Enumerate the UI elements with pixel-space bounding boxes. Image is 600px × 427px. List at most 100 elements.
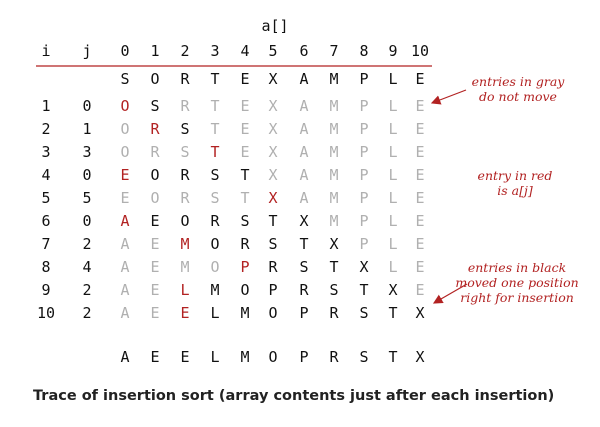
row-j: 1: [82, 120, 91, 138]
cell-gray: M: [329, 120, 338, 138]
cell-red: O: [120, 97, 129, 115]
header-index: 4: [240, 42, 249, 60]
cell-black: S: [268, 235, 277, 253]
cell-black: R: [268, 258, 278, 276]
header-j: j: [82, 42, 91, 60]
cell-red: L: [180, 281, 189, 299]
cell-gray: P: [359, 143, 368, 161]
header-index: 3: [210, 42, 219, 60]
row-i: 4: [41, 166, 50, 184]
annotation-black: moved one position: [455, 275, 578, 290]
final-cell: X: [415, 348, 424, 366]
cell-gray: A: [120, 258, 129, 276]
cell-gray: L: [388, 166, 397, 184]
cell-black: T: [359, 281, 368, 299]
cell-black: X: [388, 281, 397, 299]
cell-black: X: [359, 258, 368, 276]
row-i: 2: [41, 120, 50, 138]
annotation-red: entry in red: [478, 168, 553, 183]
annotation-black: right for insertion: [460, 290, 574, 305]
initial-cell: T: [210, 70, 219, 88]
initial-cell: R: [180, 70, 190, 88]
header-index: 1: [150, 42, 159, 60]
cell-gray: O: [210, 258, 219, 276]
row-i: 8: [41, 258, 50, 276]
cell-gray: X: [268, 143, 277, 161]
cell-gray: R: [150, 143, 160, 161]
cell-gray: R: [180, 189, 190, 207]
cell-gray: A: [299, 120, 308, 138]
cell-black: S: [180, 120, 189, 138]
cell-gray: E: [415, 166, 424, 184]
cell-gray: T: [240, 189, 249, 207]
cell-gray: M: [329, 189, 338, 207]
cell-gray: L: [388, 97, 397, 115]
arrow-black: [432, 283, 468, 304]
cell-black: P: [268, 281, 277, 299]
cell-red: A: [120, 212, 129, 230]
cell-black: O: [150, 166, 159, 184]
row-j: 5: [82, 189, 91, 207]
final-cell: A: [120, 348, 129, 366]
cell-gray: E: [240, 120, 249, 138]
final-cell: M: [240, 348, 249, 366]
cell-gray: E: [240, 143, 249, 161]
cell-gray: A: [120, 281, 129, 299]
row-j: 3: [82, 143, 91, 161]
cell-gray: P: [359, 166, 368, 184]
cell-gray: A: [299, 189, 308, 207]
cell-gray: P: [359, 235, 368, 253]
final-cell: R: [329, 348, 339, 366]
cell-gray: L: [388, 189, 397, 207]
cell-black: S: [150, 97, 159, 115]
cell-black: S: [210, 166, 219, 184]
header-index: 7: [329, 42, 338, 60]
cell-black: O: [268, 304, 277, 322]
cell-gray: M: [329, 166, 338, 184]
cell-gray: E: [415, 258, 424, 276]
final-cell: L: [210, 348, 219, 366]
annotation-gray: entries in gray: [472, 74, 566, 89]
cell-gray: A: [120, 304, 129, 322]
cell-gray: E: [150, 235, 159, 253]
cell-gray: X: [268, 166, 277, 184]
cell-black: O: [180, 212, 189, 230]
cell-black: M: [210, 281, 219, 299]
cell-black: O: [240, 281, 249, 299]
cell-black: T: [299, 235, 308, 253]
cell-gray: L: [388, 212, 397, 230]
row-i: 9: [41, 281, 50, 299]
final-cell: T: [388, 348, 397, 366]
cell-gray: P: [359, 97, 368, 115]
row-i: 1: [41, 97, 50, 115]
annotation-black: entries in black: [468, 260, 566, 275]
row-j: 4: [82, 258, 91, 276]
header-i: i: [41, 42, 50, 60]
cell-gray: M: [329, 212, 338, 230]
cell-gray: E: [415, 120, 424, 138]
cell-gray: E: [150, 281, 159, 299]
cell-gray: A: [299, 143, 308, 161]
row-i: 5: [41, 189, 50, 207]
cell-black: S: [299, 258, 308, 276]
array-label: a[]: [261, 17, 288, 35]
cell-black: T: [268, 212, 277, 230]
cell-black: S: [240, 212, 249, 230]
header-index: 9: [388, 42, 397, 60]
cell-gray: S: [180, 143, 189, 161]
cell-black: T: [240, 166, 249, 184]
cell-gray: P: [359, 189, 368, 207]
cell-gray: E: [415, 235, 424, 253]
cell-red: R: [150, 120, 160, 138]
cell-gray: E: [415, 281, 424, 299]
annotation-gray: do not move: [479, 89, 557, 104]
cell-gray: T: [210, 97, 219, 115]
cell-black: L: [210, 304, 219, 322]
row-j: 0: [82, 166, 91, 184]
cell-black: S: [359, 304, 368, 322]
cell-gray: A: [299, 166, 308, 184]
cell-black: R: [329, 304, 339, 322]
cell-gray: O: [150, 189, 159, 207]
header-index: 8: [359, 42, 368, 60]
